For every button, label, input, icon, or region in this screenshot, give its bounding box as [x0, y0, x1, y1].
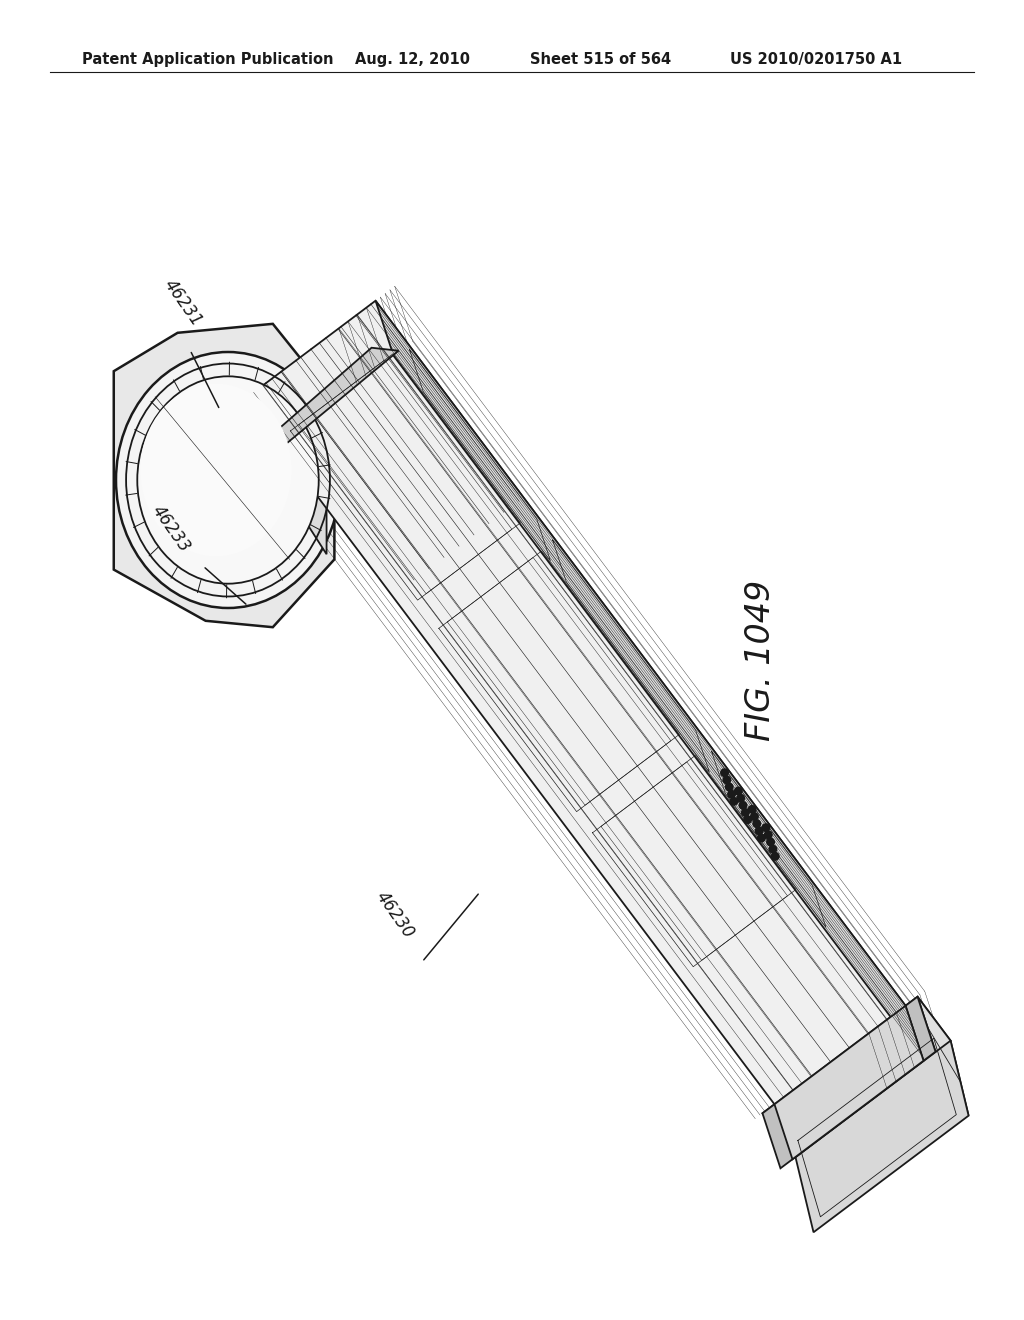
- Circle shape: [766, 837, 775, 846]
- Circle shape: [725, 783, 734, 792]
- Circle shape: [757, 833, 766, 842]
- Ellipse shape: [140, 384, 292, 557]
- Polygon shape: [796, 1040, 969, 1233]
- Polygon shape: [114, 323, 335, 627]
- Circle shape: [762, 824, 770, 832]
- Circle shape: [748, 805, 757, 814]
- Circle shape: [764, 830, 773, 840]
- Circle shape: [743, 816, 753, 824]
- Circle shape: [771, 851, 779, 861]
- Text: 46233: 46233: [148, 502, 194, 556]
- Polygon shape: [241, 347, 398, 462]
- Polygon shape: [763, 997, 936, 1168]
- Polygon shape: [276, 350, 334, 574]
- Text: 46230: 46230: [372, 888, 417, 942]
- Text: 46231: 46231: [160, 276, 205, 330]
- Circle shape: [722, 775, 731, 784]
- Circle shape: [736, 793, 745, 803]
- Circle shape: [755, 826, 764, 836]
- Text: US 2010/0201750 A1: US 2010/0201750 A1: [730, 51, 902, 67]
- Ellipse shape: [137, 376, 318, 583]
- Text: FIG. 1049: FIG. 1049: [743, 579, 776, 741]
- Polygon shape: [245, 399, 327, 554]
- Ellipse shape: [116, 352, 340, 609]
- Circle shape: [720, 768, 729, 777]
- Polygon shape: [245, 301, 905, 1105]
- Circle shape: [738, 801, 748, 810]
- Text: Patent Application Publication: Patent Application Publication: [82, 51, 334, 67]
- Polygon shape: [918, 997, 969, 1115]
- Polygon shape: [774, 1006, 924, 1159]
- Circle shape: [768, 845, 777, 854]
- Circle shape: [729, 797, 738, 805]
- Circle shape: [734, 787, 742, 796]
- Circle shape: [750, 812, 759, 821]
- Polygon shape: [763, 997, 950, 1158]
- Text: Sheet 515 of 564: Sheet 515 of 564: [530, 51, 671, 67]
- Polygon shape: [376, 301, 924, 1061]
- Circle shape: [740, 808, 750, 817]
- Circle shape: [727, 789, 736, 799]
- Circle shape: [753, 820, 761, 828]
- Text: Aug. 12, 2010: Aug. 12, 2010: [355, 51, 470, 67]
